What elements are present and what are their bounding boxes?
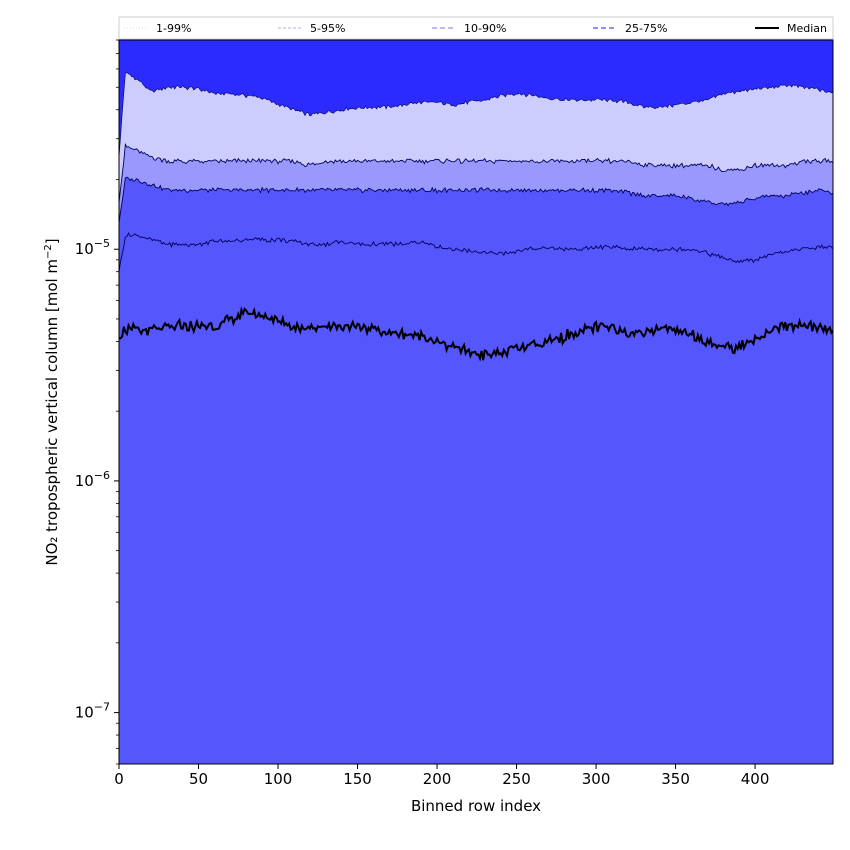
legend: 1-99% 5-95% 10-90% 25-75% Median: [118, 16, 834, 40]
x-tick-label: 250: [502, 770, 531, 788]
legend-box: [118, 16, 834, 40]
x-tick-label: 0: [114, 770, 124, 788]
line-p95: [119, 71, 833, 159]
x-axis-label: Binned row index: [411, 797, 541, 815]
legend-label: 1-99%: [156, 22, 191, 35]
legend-label: 25-75%: [625, 22, 667, 35]
plot-frame: [118, 39, 834, 765]
y-axis-label: NO₂ tropospheric vertical column [mol m−…: [43, 238, 61, 565]
y-tick-label: 10−5: [75, 237, 110, 258]
x-tick-label: 150: [343, 770, 372, 788]
y-tick-label: 10−7: [75, 701, 110, 722]
legend-label: Median: [787, 22, 827, 35]
line-p75: [119, 176, 833, 224]
x-tick-label: 400: [741, 770, 770, 788]
line-p90: [119, 142, 833, 203]
median-line: [119, 306, 833, 362]
band-25-75: [119, 177, 833, 764]
x-tick-label: 200: [423, 770, 452, 788]
x-tick-label: 350: [661, 770, 690, 788]
x-tick-label: 50: [189, 770, 208, 788]
plot-area: [119, 40, 833, 764]
y-axis: 10−7 10−6 10−5: [75, 39, 119, 765]
x-tick-label: 300: [582, 770, 611, 788]
y-tick-label: 10−6: [75, 469, 110, 490]
line-p25: [119, 232, 833, 273]
x-axis: 0 50 100 150 200 250 300 350 400: [114, 764, 769, 788]
legend-label: 10-90%: [464, 22, 506, 35]
x-tick-label: 100: [264, 770, 293, 788]
legend-label: 5-95%: [310, 22, 345, 35]
